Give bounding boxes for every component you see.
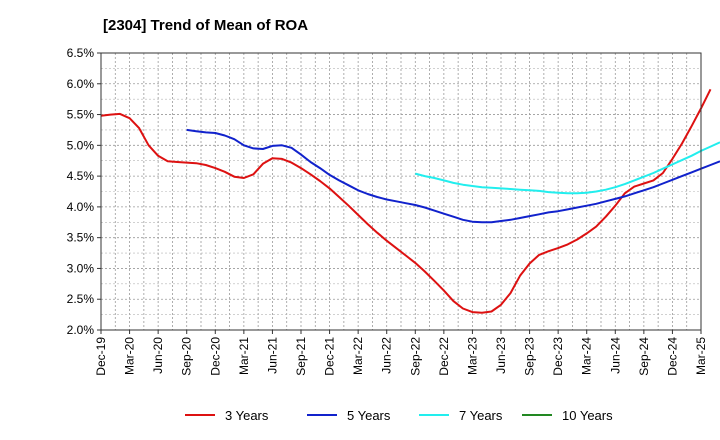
legend-label: 5 Years [347,408,391,423]
y-tick-label: 2.0% [67,323,95,337]
x-tick-label: Jun-20 [151,337,165,374]
series-line-5-years [186,128,720,224]
plot-frame [100,52,702,331]
grid-lines [101,53,701,330]
x-tick-label: Jun-23 [494,337,508,374]
x-tick-label: Dec-20 [208,337,222,376]
series-line-3-years [100,88,712,314]
legend: 3 Years 5 Years 7 Years 10 Years [185,408,613,423]
x-tick-label: Jun-21 [265,337,279,374]
y-tick-label: 5.0% [67,138,95,152]
legend-label: 10 Years [562,408,613,423]
x-tick-label: Mar-21 [237,337,251,375]
x-tick-label: Mar-24 [580,337,594,375]
series-line-7-years [415,141,720,195]
x-tick-label: Sep-21 [294,337,308,376]
y-tick-label: 6.0% [67,77,95,91]
x-tick-label: Sep-22 [408,337,422,376]
x-tick-label: Sep-24 [637,337,651,376]
series-lines [100,88,720,314]
y-tick-label: 4.0% [67,200,95,214]
x-tick-label: Mar-23 [465,337,479,375]
y-tick-label: 3.5% [67,231,95,245]
x-axis: Dec-19 Mar-20 Jun-20 Sep-20 Dec-20 Mar-21 Jun-… [94,330,708,376]
y-tick-label: 3.0% [67,261,95,275]
x-tick-label: Sep-20 [180,337,194,376]
x-tick-label: Jun-22 [380,337,394,374]
y-tick-label: 5.5% [67,108,95,122]
x-tick-label: Mar-22 [351,337,365,375]
y-tick-label: 2.5% [67,292,95,306]
chart-title: [2304] Trend of Mean of ROA [103,17,308,34]
x-tick-label: Mar-20 [123,337,137,375]
y-tick-label: 4.5% [67,169,95,183]
x-tick-label: Dec-19 [94,337,108,376]
x-tick-label: Dec-23 [551,337,565,376]
x-tick-label: Dec-21 [323,337,337,376]
y-axis: 2.0% 2.5% 3.0% 3.5% 4.0% 4.5% 5.0% 5.5% 6.0% 6.5% [67,46,101,337]
x-tick-label: Sep-23 [523,337,537,376]
x-tick-label: Dec-24 [665,337,679,376]
x-tick-label: Mar-25 [694,337,708,375]
x-tick-label: Jun-24 [608,337,622,374]
legend-label: 3 Years [225,408,269,423]
y-tick-label: 6.5% [67,46,95,60]
x-tick-label: Dec-22 [437,337,451,376]
legend-label: 7 Years [459,408,503,423]
